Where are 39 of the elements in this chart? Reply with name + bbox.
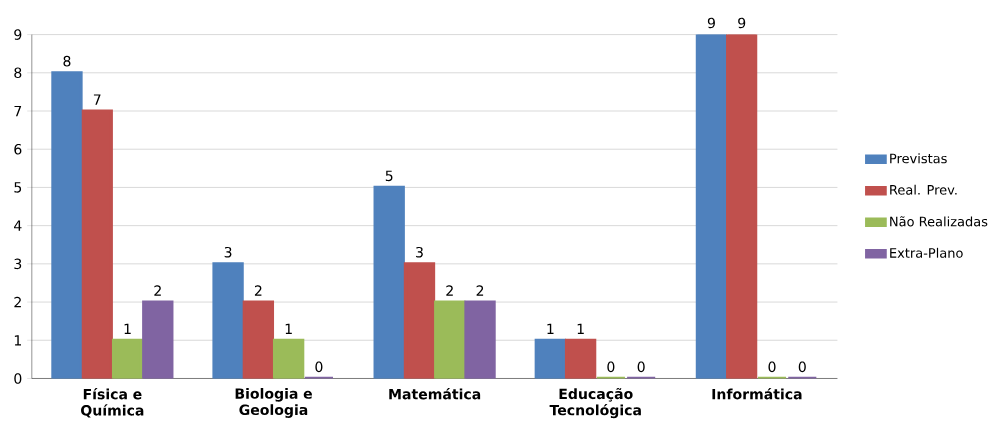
data-label: 2 xyxy=(254,285,262,296)
data-label: 1 xyxy=(124,323,131,334)
data-label: 0 xyxy=(637,361,645,373)
data-label: 5 xyxy=(385,170,393,182)
data-label: 0 xyxy=(315,361,323,373)
legend-label: Extra-Plano xyxy=(890,247,963,258)
y-tick-label: 1 xyxy=(14,335,21,346)
data-label: 8 xyxy=(63,55,71,67)
data-label: 0 xyxy=(607,361,615,373)
data-label: 0 xyxy=(768,361,776,373)
x-tick-label: Física e Química xyxy=(81,387,144,418)
data-label: 1 xyxy=(577,323,584,334)
data-label: 2 xyxy=(446,285,453,296)
legend-label: Não Realizadas xyxy=(890,216,988,227)
data-label: 3 xyxy=(224,246,232,258)
legend-label: Real. Prev. xyxy=(890,184,957,195)
data-label: 1 xyxy=(547,323,554,334)
y-tick-label: 5 xyxy=(14,182,22,193)
data-label: 1 xyxy=(285,323,292,334)
data-label: 2 xyxy=(154,285,161,296)
data-label: 9 xyxy=(738,17,746,29)
y-tick-label: 6 xyxy=(14,143,22,155)
data-label: 2 xyxy=(476,285,484,296)
y-tick-label: 2 xyxy=(14,296,21,308)
legend-label: Previstas xyxy=(890,153,947,164)
y-tick-label: 3 xyxy=(14,258,22,270)
x-tick-label: Informática xyxy=(712,387,802,400)
x-tick-label: Biologia e Geologia xyxy=(235,387,312,418)
y-tick-label: 9 xyxy=(14,29,22,40)
data-label: 7 xyxy=(93,94,101,105)
data-label: 9 xyxy=(707,17,715,29)
data-label: 0 xyxy=(798,361,806,373)
y-tick-label: 0 xyxy=(14,373,22,384)
data-label: 3 xyxy=(416,246,423,258)
y-tick-label: 7 xyxy=(14,105,22,117)
x-tick-label: Educação Tecnológica xyxy=(549,387,641,419)
x-tick-label: Matemática xyxy=(389,387,481,400)
y-tick-label: 8 xyxy=(14,67,22,79)
y-tick-label: 4 xyxy=(14,220,22,231)
